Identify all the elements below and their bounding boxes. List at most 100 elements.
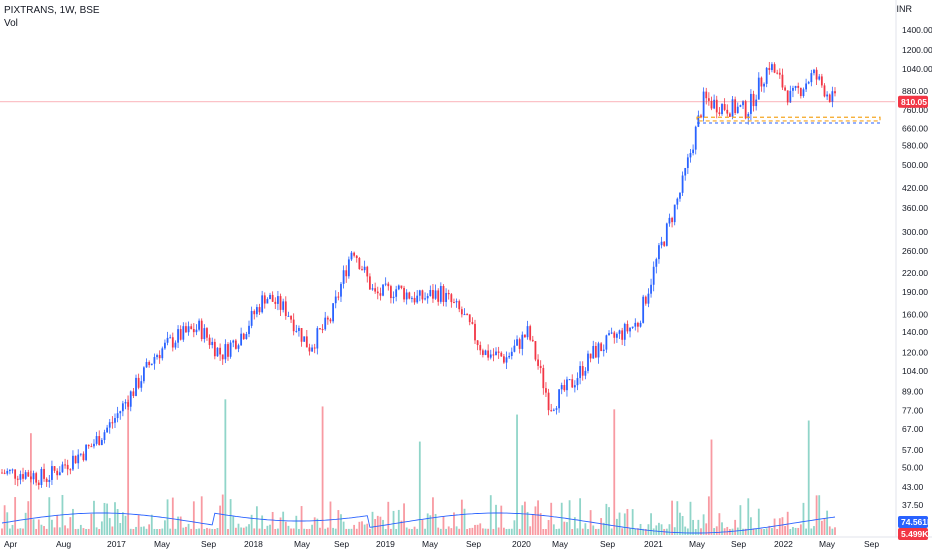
candle-body [242, 333, 245, 340]
volume-bar [537, 500, 539, 535]
candle-body [53, 466, 56, 471]
volume-bar [392, 510, 395, 535]
candle-body [642, 296, 645, 323]
candle-body [584, 370, 587, 376]
volume-bar [694, 528, 697, 535]
candle-body [560, 385, 563, 390]
symbol-title: PIXTRANS, 1W, BSE [4, 5, 100, 16]
candle-body [190, 326, 193, 329]
candle-body [408, 292, 411, 299]
candle-body [626, 323, 629, 332]
candle-body [445, 293, 447, 302]
candle-body [153, 357, 156, 364]
volume-bar [266, 525, 269, 535]
volume-bar [32, 519, 35, 535]
candle-body [437, 290, 440, 302]
price-tick-label: 420.00 [902, 183, 928, 193]
candle-body [161, 348, 164, 359]
candle-body [558, 389, 560, 409]
price-tick-label: 160.00 [902, 310, 928, 320]
candle-body [731, 99, 734, 117]
candle-body [353, 252, 356, 256]
volume-bar [432, 497, 434, 535]
candle-body [613, 332, 616, 338]
candle-body [93, 443, 95, 447]
volume-bar [576, 528, 579, 535]
volume-bar [234, 527, 237, 535]
volume-bar [368, 528, 371, 535]
candle-body [742, 101, 744, 106]
candle-body [468, 314, 471, 323]
candle-body [834, 91, 836, 94]
volume-bar [476, 524, 479, 535]
candle-body [655, 259, 658, 267]
volume-bar [450, 528, 453, 535]
volume-bar [497, 527, 500, 535]
volume-bar [156, 528, 158, 535]
candle-body [114, 418, 116, 423]
candle-body [500, 352, 503, 357]
candle-body [43, 468, 45, 479]
time-tick-label: 2020 [512, 539, 531, 549]
volume-bar [334, 528, 337, 535]
volume-bar [421, 519, 424, 535]
volume-bar [337, 510, 340, 535]
candle-body [234, 340, 237, 349]
time-tick-label: Sep [864, 539, 879, 549]
volume-bar [447, 526, 450, 535]
volume-bar [405, 527, 408, 535]
volume-bar [524, 501, 526, 535]
candle-body [56, 470, 59, 476]
volume-bar [805, 528, 807, 535]
candle-body [726, 109, 729, 114]
volume-bar [773, 518, 776, 535]
candle-body [332, 303, 334, 322]
time-tick-label: May [689, 539, 706, 549]
candle-body [164, 342, 166, 349]
volume-bar [69, 517, 72, 535]
candle-body [521, 334, 524, 349]
volume-bar [108, 518, 111, 535]
time-tick-label: Sep [466, 539, 481, 549]
candle-body [111, 422, 114, 424]
volume-bar [671, 500, 673, 535]
volume-bar [72, 508, 74, 535]
volume-bar [287, 525, 290, 535]
volume-bar [95, 527, 98, 535]
volume-bar [87, 528, 90, 535]
candle-body [248, 325, 250, 335]
candle-body [279, 296, 282, 310]
volume-bar [584, 523, 587, 535]
candle-body [413, 297, 416, 303]
volume-bar [237, 523, 240, 535]
volume-bar [361, 521, 363, 535]
volume-bar [387, 501, 390, 535]
volume-bar [413, 526, 416, 535]
candle-body [266, 299, 269, 304]
candle-body [760, 77, 763, 87]
candle-body [27, 472, 30, 477]
last-price-badge: 810.05 [901, 97, 927, 107]
candle-body [660, 241, 663, 246]
volume-bar [518, 528, 521, 535]
volume-bar [242, 527, 245, 535]
volume-bar [471, 527, 474, 535]
candle-body [534, 341, 537, 360]
candle-body [379, 293, 382, 296]
candle-body [132, 391, 135, 396]
candle-body [652, 266, 655, 285]
volume-bar [752, 528, 755, 535]
volume-bar [103, 502, 106, 535]
volume-bar [390, 528, 392, 535]
candle-body [185, 326, 187, 333]
volume-bar [418, 441, 421, 535]
candle-body [129, 391, 132, 407]
volume-bar [282, 511, 285, 535]
candle-body [198, 320, 200, 330]
candle-body [471, 322, 474, 324]
candle-body [277, 296, 279, 304]
volume-bar [792, 527, 794, 535]
candle-body [826, 94, 829, 97]
candle-body [463, 314, 466, 316]
